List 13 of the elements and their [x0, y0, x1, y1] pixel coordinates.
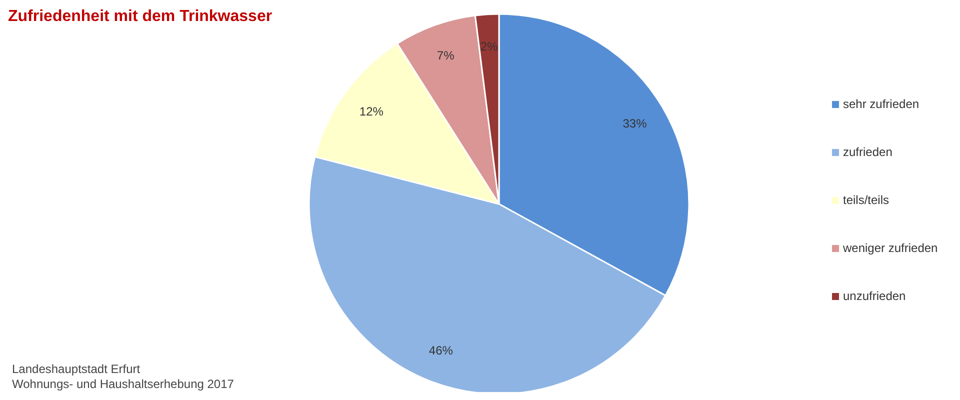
legend-label: teils/teils: [843, 193, 890, 207]
legend-label: sehr zufrieden: [843, 97, 920, 111]
legend-label: weniger zufrieden: [843, 241, 938, 255]
text: Landeshauptstadt Erfurt: [12, 362, 142, 377]
data-label: 7%: [436, 48, 455, 63]
data-label: 33%: [622, 116, 648, 131]
legend-label: zufrieden: [843, 145, 892, 159]
text: Wohnungs- und Haushaltserhebung 2017: [12, 377, 234, 392]
data-label: 2%: [480, 40, 498, 54]
legend-label: unzufrieden: [843, 289, 906, 303]
data-label: 12%: [359, 104, 384, 118]
text: Zufriedenheit mit dem Trinkwasser: [8, 8, 272, 26]
data-label: 46%: [428, 344, 454, 358]
